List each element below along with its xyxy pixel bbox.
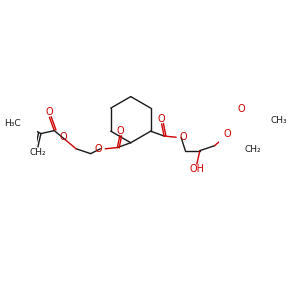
Text: O: O <box>116 126 124 136</box>
Text: CH₂: CH₂ <box>244 145 261 154</box>
Text: O: O <box>158 114 166 124</box>
Text: H₃C: H₃C <box>4 119 20 128</box>
Text: O: O <box>179 132 187 142</box>
Text: O: O <box>60 132 67 142</box>
Text: O: O <box>237 104 245 114</box>
Text: O: O <box>224 129 232 139</box>
Text: CH₃: CH₃ <box>270 116 287 125</box>
Text: OH: OH <box>189 164 204 174</box>
Text: O: O <box>94 144 102 154</box>
Text: O: O <box>46 107 53 117</box>
Text: CH₂: CH₂ <box>30 148 46 157</box>
